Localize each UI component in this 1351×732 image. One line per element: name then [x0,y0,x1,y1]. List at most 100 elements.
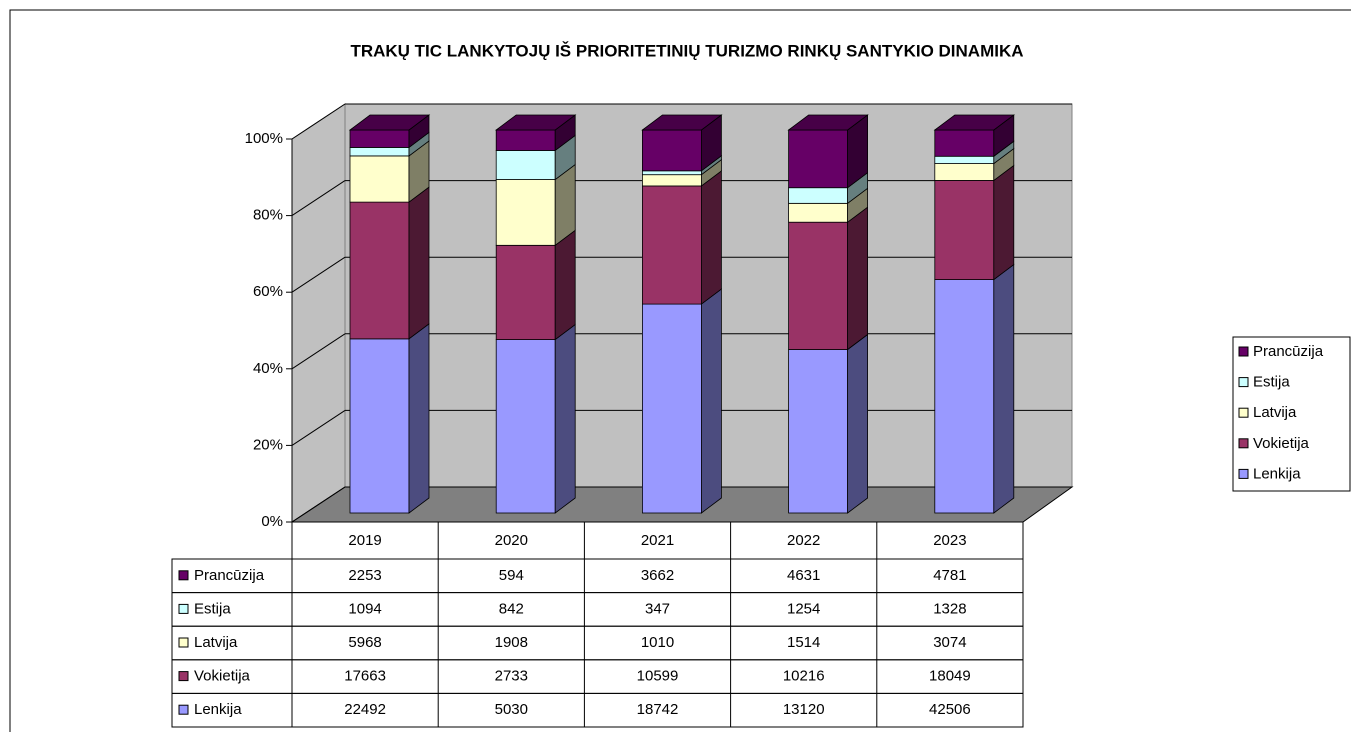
table-cell: 1328 [933,600,966,617]
table-swatch [178,704,189,715]
table-row-label: Vokietija [194,668,251,685]
chart-title: TRAKŲ TIC LANKYTOJŲ IŠ PRIORITETINIŲ TUR… [350,41,1023,60]
grid-line [291,333,346,370]
bar-top [787,114,869,131]
bar-segment [495,129,556,151]
bar-side [554,229,576,341]
table-cell: 1514 [787,634,820,651]
x-tick-label: 2021 [641,532,674,549]
grid-line [291,180,346,217]
bar-segment [788,349,848,514]
bar-segment [642,174,702,187]
bar-segment [788,221,848,350]
table-cell: 22492 [344,701,386,718]
side-wall [291,103,346,523]
table-cell: 10216 [783,668,825,685]
bar-segment [642,170,702,176]
grid-line [291,256,346,293]
bar-segment [495,339,556,514]
table-swatch [178,637,189,648]
y-tick-label: 60% [253,283,283,300]
bar-segment [495,244,556,340]
legend-label: Prancūzija [1253,343,1324,360]
bar-segment [642,129,702,172]
bar-side [701,170,722,305]
bar-side [993,263,1015,514]
legend-label: Estija [1253,374,1290,391]
table-cell: 18742 [637,701,679,718]
bar-side [993,164,1015,281]
y-tick-label: 40% [253,360,283,377]
bar-segment [788,187,848,204]
bar-top [641,114,723,131]
table-row-label: Latvija [194,634,238,651]
grid-line [291,409,346,446]
bar-segment [349,201,410,340]
x-tick-label: 2023 [933,532,966,549]
bar-segment [349,147,410,157]
table-cell: 2733 [495,668,528,685]
table-cell: 1094 [348,600,381,617]
table-cell: 10599 [637,668,679,685]
bar-segment [788,202,848,223]
grid-line [291,486,346,523]
table-cell: 594 [499,567,524,584]
bar-segment [642,303,702,514]
table-row-label: Estija [194,600,231,617]
table-cell: 5030 [495,701,528,718]
x-tick-label: 2019 [348,532,381,549]
bar-side [701,288,722,514]
bar-segment [349,338,410,514]
bar-segment [349,155,410,203]
table-cell: 347 [645,600,670,617]
table-cell: 3074 [933,634,966,651]
x-tick-label: 2022 [787,532,820,549]
table-cell: 2253 [348,567,381,584]
bar-top [495,114,577,131]
y-tick-label: 20% [253,436,283,453]
table-header [291,521,1024,560]
table-cell: 18049 [929,668,971,685]
table-cell: 13120 [783,701,825,718]
table-row-label: Prancūzija [194,567,265,584]
table-cell: 4781 [933,567,966,584]
bar-top [933,114,1015,131]
bar-segment [349,129,410,148]
bar-side [847,333,868,514]
table-cell: 842 [499,600,524,617]
legend-box [1232,336,1351,492]
x-tick-label: 2020 [495,532,528,549]
table-cell: 1908 [495,634,528,651]
bar-top [348,114,431,131]
bar-segment [934,279,995,514]
table-swatch [178,603,189,614]
legend-swatch [1238,377,1249,388]
table-cell: 17663 [344,668,386,685]
table-cell: 42506 [929,701,971,718]
grid-line [291,103,346,140]
legend-swatch [1238,438,1249,449]
bar-segment [934,129,995,157]
bar-side [408,323,430,514]
table-swatch [178,671,189,682]
bar-segment [642,185,702,305]
table-cell: 4631 [787,567,820,584]
bar-segment [495,150,556,180]
table-cell: 3662 [641,567,674,584]
table-cell: 5968 [348,634,381,651]
y-tick-label: 100% [245,130,283,147]
legend-swatch [1238,346,1249,357]
legend-label: Lenkija [1253,465,1301,482]
table-cell: 1010 [641,634,674,651]
legend-swatch [1238,468,1249,479]
bar-segment [788,129,848,189]
legend-swatch [1238,407,1249,418]
y-tick-label: 0% [261,513,283,530]
table-row [171,692,1024,728]
bar-segment [934,163,995,181]
table-row-label: Lenkija [194,701,242,718]
y-tick-label: 80% [253,207,283,224]
legend-label: Vokietija [1253,435,1310,452]
